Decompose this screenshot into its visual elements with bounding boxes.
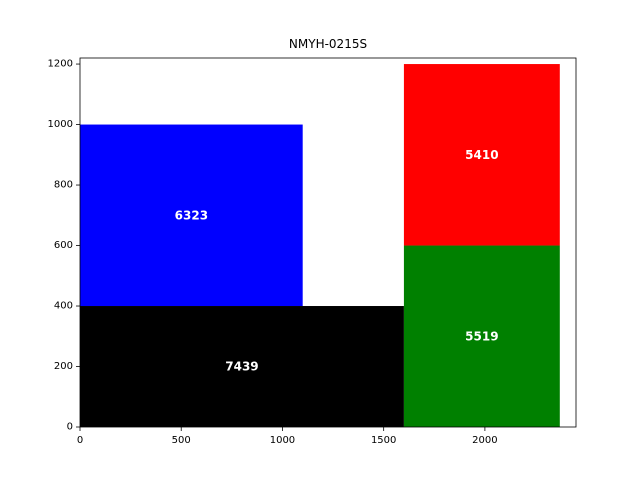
rect-5519 (403, 245, 560, 427)
y-tick-label: 400 (54, 301, 73, 312)
rects-layer: 7439 6323 5519 5410 (80, 64, 560, 427)
y-tick-label: 1200 (48, 59, 73, 70)
chart-title: NMYH-0215S (289, 37, 367, 51)
x-tick-label: 1500 (371, 435, 396, 446)
rect-label-5519: 5519 (465, 329, 498, 343)
x-tick-label: 0 (77, 435, 83, 446)
y-tick-label: 0 (67, 422, 73, 433)
x-tick-label: 2000 (472, 435, 497, 446)
y-tick-label: 1000 (48, 119, 73, 130)
rect-label-6323: 6323 (175, 208, 208, 222)
y-tick-label: 200 (54, 361, 73, 372)
x-tick-label: 500 (172, 435, 191, 446)
y-tick-label: 600 (54, 240, 73, 251)
rect-7439 (80, 306, 404, 427)
axes-layer: 0 500 1000 1500 2000 0 200 400 600 800 1000 1200 (48, 57, 577, 446)
rect-label-7439: 7439 (225, 360, 258, 374)
rect-label-5410: 5410 (465, 148, 498, 162)
plot-frame (79, 57, 577, 428)
rect-6323 (80, 124, 303, 307)
x-tick-label: 1000 (270, 435, 295, 446)
y-tick-label: 800 (54, 180, 73, 191)
rect-5410 (403, 64, 560, 246)
